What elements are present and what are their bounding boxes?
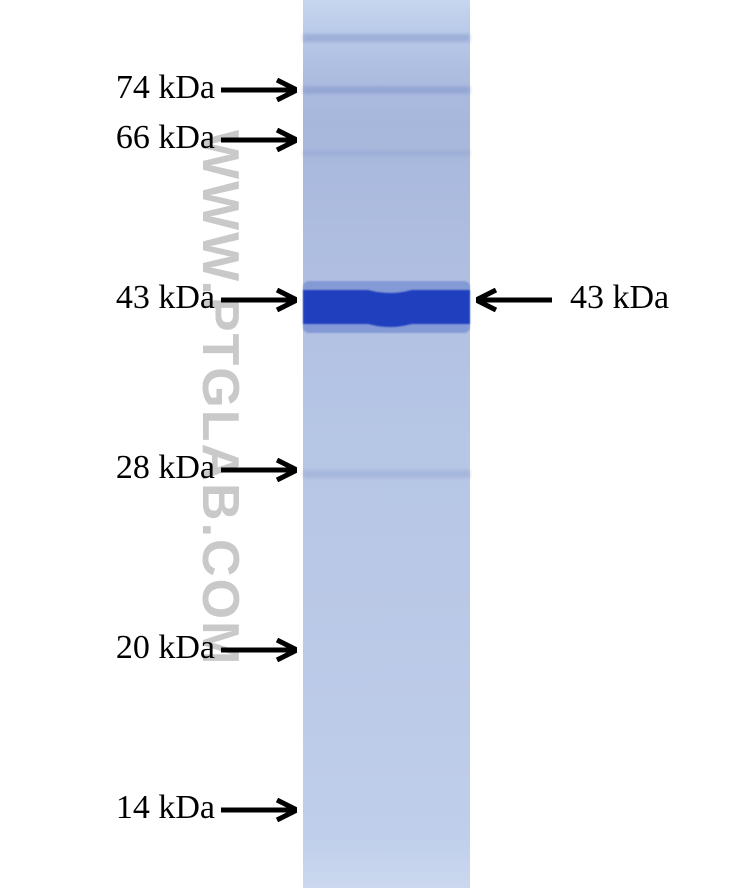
right-marker-group: 43 kDa	[0, 0, 740, 888]
marker-label-right: 43 kDa	[570, 279, 669, 317]
marker-arrow-left-icon	[476, 288, 552, 312]
